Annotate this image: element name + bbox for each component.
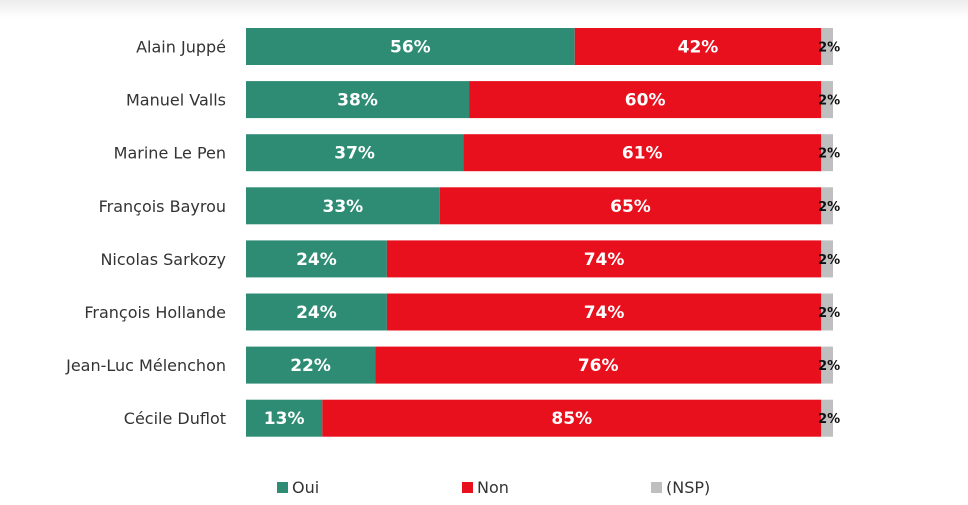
labels-group: Alain Juppé 56% 42% 2% Manuel Valls 38% 60% 2% M… — [65, 38, 840, 430]
bar-segment-non — [386, 293, 822, 331]
data-label-oui: 33% — [323, 197, 364, 217]
bar-segment-oui — [246, 399, 323, 437]
category-label: François Hollande — [84, 303, 226, 322]
bar-segment-nsp — [821, 293, 833, 331]
bar-segment-non — [463, 134, 822, 172]
data-label-oui: 22% — [290, 356, 331, 376]
category-label: Nicolas Sarkozy — [100, 250, 226, 269]
bar-segment-non — [375, 346, 822, 384]
data-label-non: 74% — [584, 250, 625, 270]
bar-segment-non — [469, 81, 822, 119]
data-label-non: 76% — [578, 356, 619, 376]
bar-segment-oui — [246, 187, 440, 225]
legend-label: Oui — [292, 478, 319, 497]
legend-swatch-oui — [277, 482, 288, 493]
data-label-nsp: 2% — [818, 200, 840, 215]
data-label-nsp: 2% — [818, 359, 840, 374]
legend-swatch-non — [462, 482, 473, 493]
data-label-nsp: 2% — [818, 147, 840, 162]
data-label-non: 65% — [610, 197, 651, 217]
legend-swatch-nsp — [651, 482, 662, 493]
bar-segment-nsp — [821, 240, 833, 278]
data-label-oui: 56% — [390, 38, 431, 58]
bar-segment-non — [574, 28, 822, 65]
data-label-oui: 13% — [264, 409, 305, 429]
data-label-non: 42% — [678, 38, 719, 58]
bars-group — [246, 28, 833, 437]
bar-segment-nsp — [821, 187, 833, 225]
data-label-oui: 24% — [296, 250, 337, 270]
top-shade — [0, 0, 968, 18]
bar-segment-non — [386, 240, 822, 278]
bar-segment-nsp — [821, 346, 833, 384]
data-label-nsp: 2% — [818, 253, 840, 268]
data-label-nsp: 2% — [818, 94, 840, 109]
bar-segment-oui — [246, 81, 470, 119]
data-label-nsp: 2% — [818, 412, 840, 427]
category-label: François Bayrou — [99, 197, 226, 216]
category-label: Manuel Valls — [126, 91, 226, 110]
bar-segment-nsp — [821, 28, 833, 65]
data-label-nsp: 2% — [818, 41, 840, 56]
data-label-oui: 24% — [296, 303, 337, 323]
data-label-oui: 38% — [337, 91, 378, 111]
category-label: Alain Juppé — [136, 38, 226, 57]
legend-label: (NSP) — [666, 478, 710, 497]
bar-segment-oui — [246, 346, 376, 384]
data-label-non: 85% — [551, 409, 592, 429]
category-label: Marine Le Pen — [114, 144, 226, 163]
bar-segment-oui — [246, 240, 387, 278]
legend-label: Non — [477, 478, 509, 497]
bar-segment-oui — [246, 293, 387, 331]
data-label-non: 74% — [584, 303, 625, 323]
data-label-oui: 37% — [334, 144, 375, 164]
data-label-non: 61% — [622, 144, 663, 164]
data-label-nsp: 2% — [818, 306, 840, 321]
bar-segment-oui — [246, 134, 464, 172]
bar-segment-non — [322, 399, 822, 437]
category-label: Jean-Luc Mélenchon — [65, 356, 226, 375]
bar-segment-non — [439, 187, 822, 225]
bar-segment-oui — [246, 28, 575, 65]
bar-segment-nsp — [821, 134, 833, 172]
category-label: Cécile Duflot — [124, 409, 226, 428]
bar-segment-nsp — [821, 81, 833, 119]
legend: Oui Non (NSP) — [277, 478, 710, 497]
data-label-non: 60% — [625, 91, 666, 111]
bar-segment-nsp — [821, 399, 833, 437]
